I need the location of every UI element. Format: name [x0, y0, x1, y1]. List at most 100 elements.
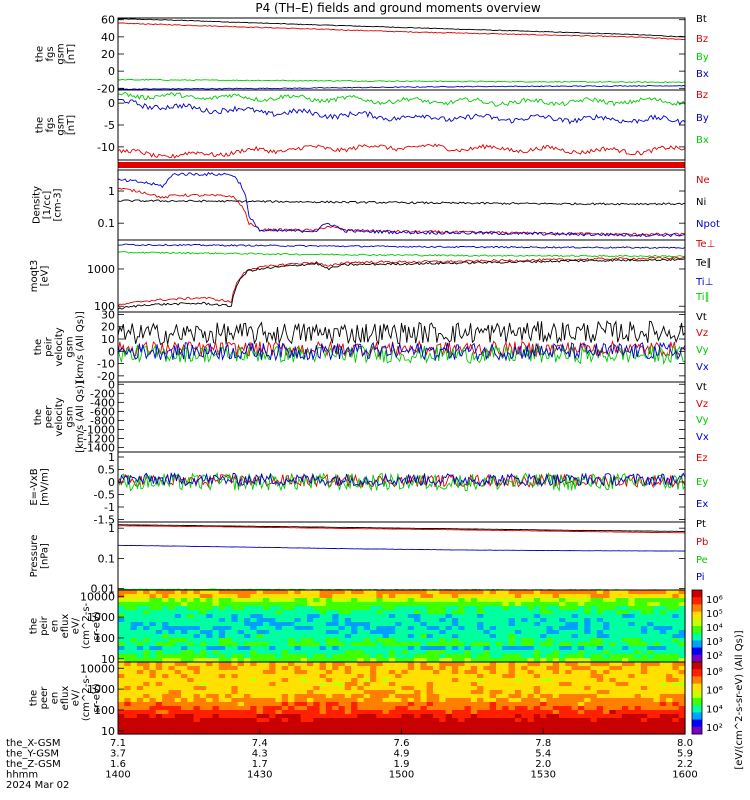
heatmap-cell — [149, 602, 157, 607]
heatmap-cell — [275, 730, 283, 735]
heatmap-cell — [118, 622, 125, 627]
heatmap-cell — [577, 598, 585, 603]
heatmap-cell — [527, 694, 535, 699]
heatmap-cell — [281, 698, 289, 703]
heatmap-cell — [237, 622, 245, 627]
ylabel-line: peer — [39, 686, 50, 710]
series-p4-Te⊥ — [117, 256, 686, 307]
heatmap-cell — [357, 662, 365, 667]
series-p1-Bz — [117, 22, 686, 41]
heatmap-cell — [565, 706, 573, 711]
heatmap-cell — [325, 610, 333, 615]
heatmap-cell — [370, 638, 377, 643]
heatmap-cell — [615, 710, 623, 715]
heatmap-cell — [338, 630, 346, 635]
heatmap-cell — [622, 702, 629, 707]
heatmap-cell — [420, 626, 428, 631]
heatmap-cell — [143, 630, 151, 635]
heatmap-cell — [332, 610, 340, 615]
heatmap-cell — [615, 618, 623, 623]
heatmap-cell — [464, 634, 472, 639]
heatmap-cell — [281, 654, 289, 659]
heatmap-cell — [313, 646, 321, 651]
heatmap-cell — [527, 702, 535, 707]
heatmap-cell — [546, 598, 554, 603]
heatmap-cell — [426, 642, 434, 647]
heatmap-cell — [388, 714, 396, 719]
heatmap-cell — [451, 686, 459, 691]
heatmap-cell — [212, 674, 220, 679]
heatmap-cell — [218, 662, 226, 667]
heatmap-cell — [622, 634, 629, 639]
heatmap-cell — [596, 610, 604, 615]
heatmap-cell — [325, 630, 333, 635]
heatmap-cell — [508, 706, 516, 711]
heatmap-cell — [206, 614, 214, 619]
heatmap-cell — [376, 602, 384, 607]
heatmap-cell — [464, 606, 472, 611]
heatmap-cell — [162, 690, 169, 695]
y-tick-label: 1000 — [87, 611, 115, 624]
heatmap-cell — [414, 694, 421, 699]
heatmap-cell — [118, 638, 125, 643]
heatmap-cell — [420, 594, 428, 599]
heatmap-cell — [370, 678, 377, 683]
heatmap-cell — [307, 630, 314, 635]
heatmap-cell — [376, 662, 384, 667]
heatmap-cell — [187, 666, 195, 671]
heatmap-cell — [344, 714, 352, 719]
heatmap-cell — [615, 638, 623, 643]
heatmap-cell — [363, 706, 371, 711]
heatmap-cell — [168, 670, 176, 675]
heatmap-cell — [325, 622, 333, 627]
heatmap-cell — [250, 634, 258, 639]
heatmap-cell — [590, 682, 598, 687]
heatmap-cell — [225, 722, 232, 727]
heatmap-cell — [426, 638, 434, 643]
heatmap-cell — [250, 706, 258, 711]
heatmap-cell — [496, 598, 503, 603]
heatmap-cell — [244, 662, 251, 667]
heatmap-cell — [559, 618, 566, 623]
heatmap-cell — [559, 590, 566, 595]
heatmap-cell — [307, 614, 314, 619]
heatmap-cell — [628, 674, 636, 679]
heatmap-cell — [307, 682, 314, 687]
heatmap-cell — [269, 686, 277, 691]
heatmap-cell — [218, 654, 226, 659]
heatmap-cell — [439, 614, 447, 619]
heatmap-cell — [130, 594, 138, 599]
heatmap-cell — [363, 674, 371, 679]
heatmap-cell — [426, 626, 434, 631]
heatmap-cell — [244, 694, 251, 699]
heatmap-cell — [584, 634, 592, 639]
heatmap-cell — [294, 722, 302, 727]
heatmap-cell — [218, 618, 226, 623]
heatmap-cell — [256, 654, 264, 659]
heatmap-cell — [546, 590, 554, 595]
heatmap-cell — [338, 618, 346, 623]
heatmap-cell — [237, 634, 245, 639]
heatmap-cell — [187, 638, 195, 643]
heatmap-cell — [414, 706, 421, 711]
heatmap-cell — [363, 678, 371, 683]
heatmap-cell — [225, 662, 232, 667]
heatmap-cell — [237, 614, 245, 619]
heatmap-cell — [275, 606, 283, 611]
heatmap-cell — [225, 682, 232, 687]
heatmap-cell — [187, 686, 195, 691]
heatmap-cell — [237, 630, 245, 635]
heatmap-cell — [174, 714, 182, 719]
heatmap-cell — [666, 602, 673, 607]
heatmap-cell — [344, 646, 352, 651]
heatmap-cell — [672, 626, 680, 631]
heatmap-cell — [275, 590, 283, 595]
heatmap-cell — [206, 714, 214, 719]
heatmap-cell — [325, 618, 333, 623]
heatmap-cell — [458, 666, 466, 671]
heatmap-cell — [313, 626, 321, 631]
heatmap-cell — [622, 730, 629, 735]
heatmap-cell — [344, 678, 352, 683]
heatmap-cell — [496, 626, 503, 631]
heatmap-cell — [546, 722, 554, 727]
